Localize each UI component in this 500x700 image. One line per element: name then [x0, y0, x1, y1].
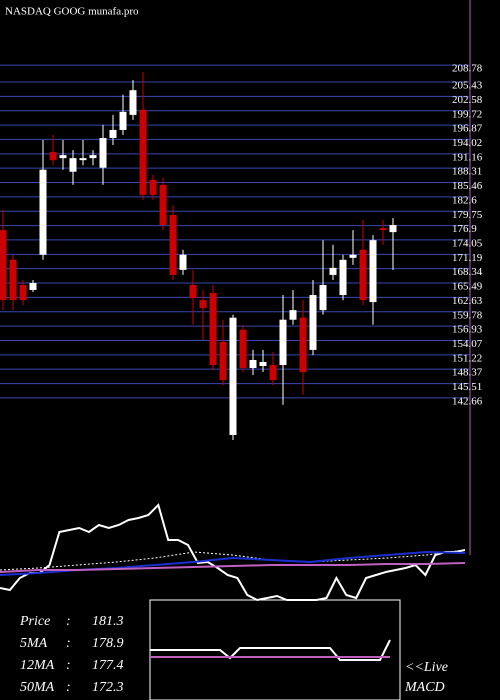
candle-body — [359, 249, 367, 301]
candle-body — [39, 169, 47, 255]
candle-body — [219, 341, 227, 381]
candle-body — [109, 129, 117, 139]
candle-body — [0, 230, 7, 301]
candle-body — [269, 365, 277, 381]
stat-separator: : — [66, 636, 71, 651]
indicator-line — [0, 503, 466, 602]
stat-label: 5MA — [20, 636, 48, 651]
macd-label: MACD — [404, 680, 445, 695]
stat-separator: : — [66, 614, 71, 629]
y-tick-label: 156.93 — [452, 324, 483, 336]
candle-body — [369, 240, 377, 303]
indicator-line — [0, 562, 466, 573]
candle-body — [339, 259, 347, 296]
stat-label: 50MA — [20, 680, 55, 695]
candle-body — [199, 300, 207, 309]
candle-body — [59, 155, 67, 159]
candle-body — [289, 310, 297, 320]
y-tick-label: 208.78 — [452, 63, 483, 75]
y-tick-label: 142.66 — [452, 395, 483, 407]
chart-title: NASDAQ GOOG munafa.pro — [5, 6, 139, 18]
stat-label: Price — [19, 614, 50, 629]
y-tick-label: 174.05 — [452, 237, 483, 249]
candle-body — [129, 90, 137, 115]
candle-body — [9, 259, 17, 301]
candle-body — [89, 155, 97, 159]
candle-body — [299, 317, 307, 373]
candle-body — [229, 317, 237, 435]
y-tick-label: 199.72 — [452, 108, 482, 120]
y-tick-label: 159.78 — [452, 309, 483, 321]
y-tick-label: 162.63 — [452, 295, 483, 307]
y-tick-label: 188.31 — [452, 166, 482, 178]
macd-line — [150, 639, 391, 661]
candle-body — [99, 138, 107, 168]
y-tick-label: 145.51 — [452, 381, 482, 393]
candle-body — [149, 179, 157, 195]
y-tick-label: 194.02 — [452, 137, 482, 149]
y-tick-label: 176.9 — [452, 223, 477, 235]
candle-body — [49, 152, 57, 161]
y-tick-label: 171.19 — [452, 252, 483, 264]
candle-body — [209, 293, 217, 366]
candle-body — [259, 361, 267, 367]
candle-body — [279, 319, 287, 366]
candle-body — [179, 254, 187, 270]
candle-body — [119, 111, 127, 130]
candle-body — [29, 282, 37, 291]
stat-separator: : — [66, 658, 71, 673]
candle-body — [159, 184, 167, 226]
stat-value: 177.4 — [92, 658, 124, 673]
y-tick-label: 182.6 — [452, 194, 477, 206]
y-tick-label: 185.46 — [452, 180, 483, 192]
y-tick-label: 191.16 — [452, 151, 483, 163]
candle-body — [349, 254, 357, 258]
candle-body — [139, 109, 147, 195]
candle-body — [169, 215, 177, 275]
stat-value: 178.9 — [92, 636, 124, 651]
y-tick-label: 148.37 — [452, 367, 483, 379]
candle-body — [79, 158, 87, 161]
candle-body — [309, 295, 317, 350]
candle-body — [379, 228, 387, 231]
y-tick-label: 205.43 — [452, 80, 483, 92]
stat-value: 181.3 — [92, 614, 124, 629]
y-tick-label: 154.07 — [452, 338, 483, 350]
stat-separator: : — [66, 680, 71, 695]
y-tick-label: 196.87 — [452, 123, 483, 135]
y-tick-label: 165.49 — [452, 281, 483, 293]
live-label: <<Live — [405, 660, 448, 675]
candle-body — [389, 225, 397, 233]
candle-body — [69, 158, 77, 172]
stat-value: 172.3 — [92, 680, 124, 695]
candle-body — [249, 359, 257, 369]
y-tick-label: 168.34 — [452, 266, 483, 278]
candle-body — [189, 284, 197, 299]
candle-body — [329, 267, 337, 275]
indicator-line — [0, 549, 466, 571]
y-tick-label: 179.75 — [452, 209, 483, 221]
candle-body — [239, 329, 247, 369]
stat-label: 12MA — [20, 658, 55, 673]
y-tick-label: 202.58 — [452, 94, 483, 106]
candle-body — [319, 284, 327, 311]
candle-body — [19, 284, 27, 301]
y-tick-label: 151.22 — [452, 352, 482, 364]
